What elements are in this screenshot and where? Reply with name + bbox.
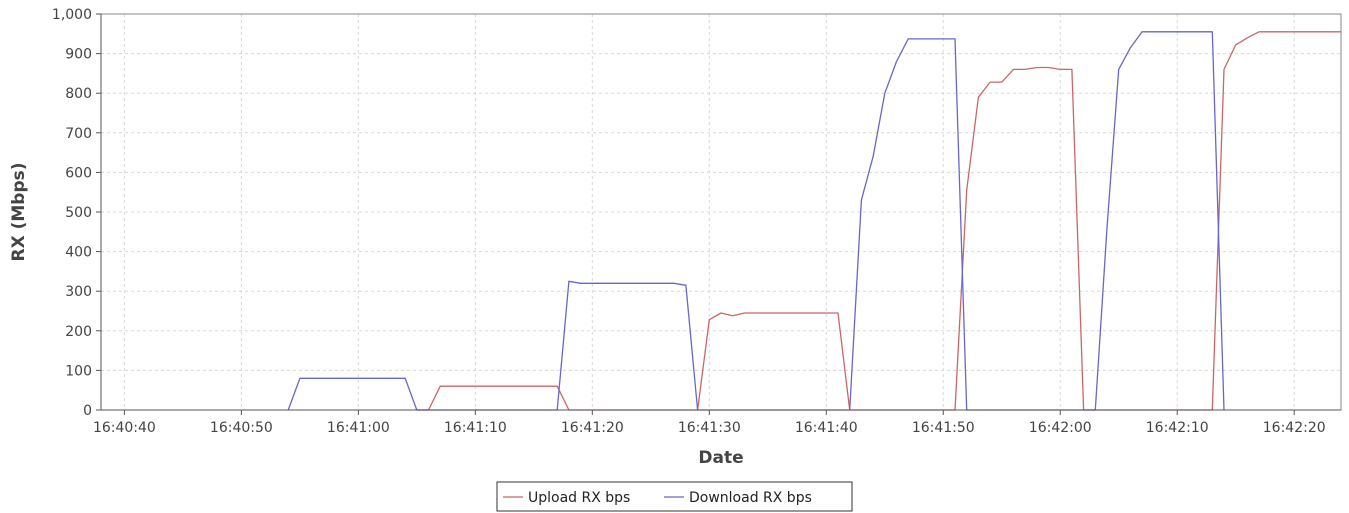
x-tick-label: 16:41:40 <box>795 420 858 436</box>
x-tick-label: 16:41:00 <box>327 420 390 436</box>
series-line-upload <box>416 31 1341 411</box>
x-tick-label: 16:42:20 <box>1263 420 1326 436</box>
legend-box <box>496 481 853 512</box>
y-tick-label: 700 <box>65 126 92 142</box>
y-tick-label: 900 <box>65 47 92 63</box>
y-tick-label: 200 <box>65 324 92 340</box>
legend-label-download: Download RX bps <box>689 490 812 506</box>
x-ticks: 16:40:40 16:40:50 16:41:00 16:41:10 16:41:20… <box>93 410 1326 436</box>
y-tick-label: 500 <box>65 205 92 221</box>
x-tick-label: 16:41:30 <box>678 420 741 436</box>
series-lines <box>287 31 1341 411</box>
y-tick-label: 1,000 <box>52 7 92 23</box>
series-line-download <box>287 31 1225 411</box>
y-axis-title: RX (Mbps) <box>9 162 29 261</box>
y-ticks: 0 100 200 300 400 500 600 700 800 900 1,000 <box>52 7 101 419</box>
y-tick-label: 800 <box>65 86 92 102</box>
y-tick-label: 0 <box>83 403 92 419</box>
x-tick-label: 16:42:00 <box>1029 420 1092 436</box>
legend-label-upload: Upload RX bps <box>528 490 630 506</box>
y-tick-label: 300 <box>65 284 92 300</box>
x-tick-label: 16:41:50 <box>912 420 975 436</box>
x-tick-label: 16:42:10 <box>1146 420 1209 436</box>
y-tick-label: 400 <box>65 245 92 261</box>
y-tick-label: 600 <box>65 165 92 181</box>
x-axis-title: Date <box>698 448 743 468</box>
x-tick-label: 16:40:40 <box>93 420 156 436</box>
y-tick-label: 100 <box>65 363 92 379</box>
x-tick-label: 16:41:20 <box>561 420 624 436</box>
x-tick-label: 16:40:50 <box>210 420 273 436</box>
grid-lines <box>101 13 1341 411</box>
x-tick-label: 16:41:10 <box>444 420 507 436</box>
legend: Upload RX bps Download RX bps <box>496 481 853 512</box>
